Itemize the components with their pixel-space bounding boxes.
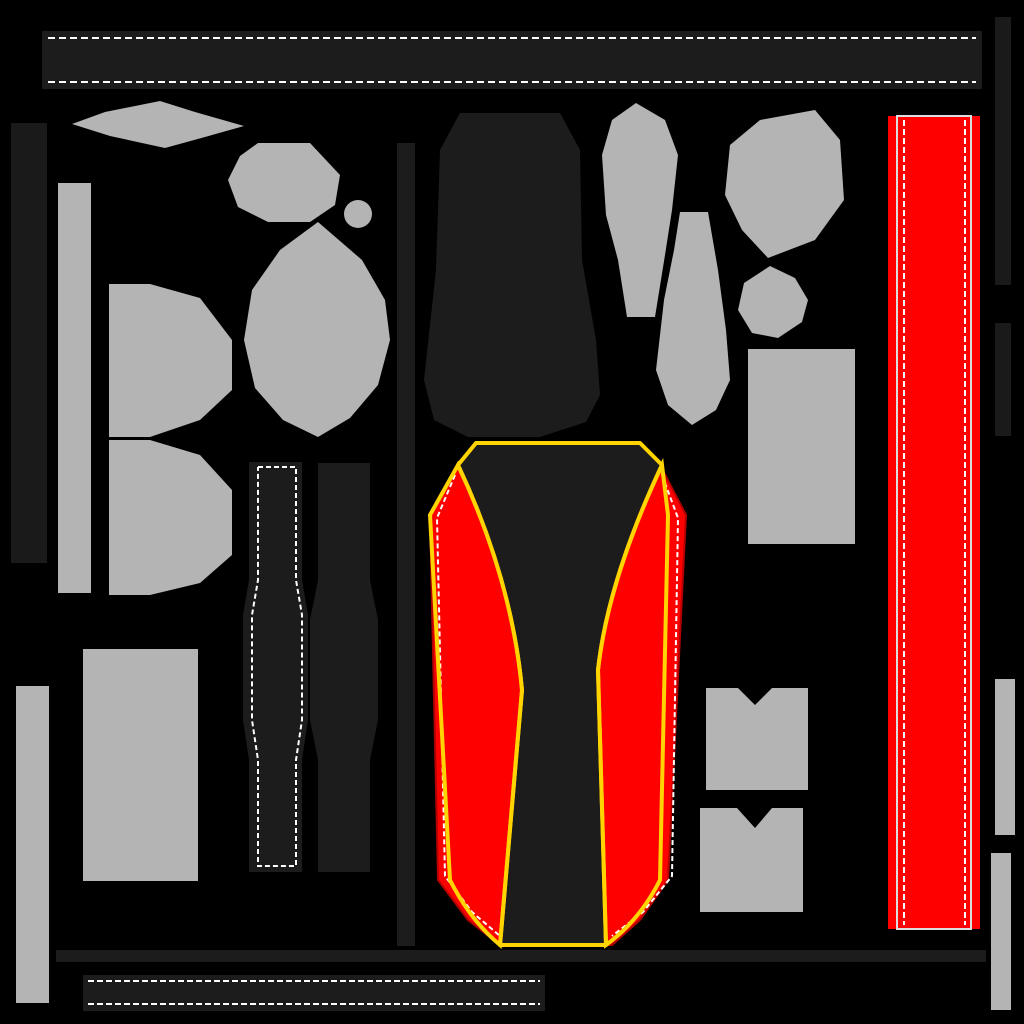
grey-d-piece-upper	[109, 284, 232, 437]
grey-oval-piece	[244, 222, 390, 437]
left-grey-strip-upper	[58, 183, 91, 593]
top-stitched-strap	[42, 31, 982, 89]
seat-main-panel	[427, 441, 688, 949]
right-dark-strip-mid	[995, 323, 1011, 436]
grey-small-circle	[344, 200, 372, 228]
left-dark-strip	[11, 123, 47, 563]
seat-top-dark-panel	[424, 113, 600, 437]
left-grey-strip-lower	[16, 686, 49, 1003]
bottom-stitched-strap	[83, 975, 545, 1011]
grey-tall-teardrop-piece	[656, 212, 730, 425]
dark-panel-plain	[310, 463, 378, 872]
grey-notched-piece-lower	[700, 808, 803, 912]
dark-stitched-panel	[243, 462, 308, 872]
grey-large-rect-left	[83, 649, 198, 881]
grey-teardrop-piece	[602, 103, 678, 317]
grey-lens-piece	[72, 101, 244, 148]
center-vertical-strip	[397, 143, 415, 946]
grey-d-piece-lower	[109, 440, 232, 595]
grey-rect-right	[748, 349, 855, 544]
grey-notched-piece-upper	[706, 688, 808, 790]
grey-small-octagon-piece	[738, 266, 808, 338]
right-grey-strip-upper	[995, 679, 1015, 835]
grey-octagon-piece	[228, 143, 340, 222]
bottom-dark-strip	[56, 950, 986, 962]
grey-hexagon-piece	[725, 110, 844, 258]
right-grey-strip-lower	[991, 853, 1011, 1010]
right-dark-strip-upper	[995, 17, 1011, 285]
red-stitched-strap	[888, 115, 980, 930]
